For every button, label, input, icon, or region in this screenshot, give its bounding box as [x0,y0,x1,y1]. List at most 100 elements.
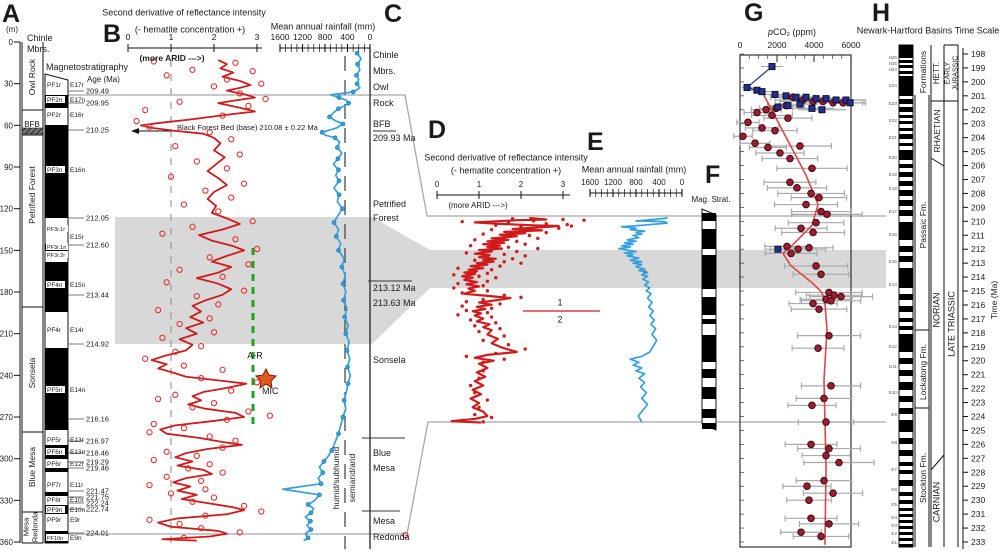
age-label: 212.60 [86,241,109,250]
polarity-black-H [899,246,913,252]
hematite-point-D [468,243,473,248]
pco2-red-point [807,189,815,198]
h-chron-label: E14 [889,282,898,287]
member-mesa-redonda-line2: Redonda [30,511,40,543]
hematite-point-B [176,266,183,273]
chinle-header-line2: Mbrs. [27,44,50,54]
pco2-red-point [783,242,791,251]
h-chron-label: E21 [889,135,898,140]
time-axis-tick-label: 208 [971,188,985,198]
hematite-point-B [240,287,248,294]
hematite-point-B [262,95,269,103]
era-late-triassic: LATE TRIASSIC [946,291,957,357]
h-chron-label: E22 [889,118,898,123]
e-chron-label: E13n [70,449,86,456]
hematite-point-D [494,321,498,325]
hematite-point-D [481,262,485,267]
pco2-red-point [827,382,835,390]
pf-chron-label: PF5n [47,387,63,394]
hematite-point-D [468,383,473,388]
rainfall-point-C [345,364,350,370]
time-axis-tick-label: 210 [971,216,985,226]
hematite-point-D [494,223,498,227]
hematite-point-B [142,355,149,362]
pco2-red-point [786,178,794,187]
time-axis-tick-label: 221 [971,370,985,380]
polarity-black-H [899,462,913,466]
hematite-point-D [481,338,485,343]
era-early-jurassic-line1: EARLY [944,61,952,85]
chron-chip [46,166,65,173]
hematite-point-D [523,242,527,246]
hematite-point-D [519,225,523,229]
pf-chron-label: PF5r [47,437,62,444]
panelC-side-label: Forest [373,213,399,223]
hematite-point-D [489,248,494,252]
pco2-tick-label: 0 [738,40,743,50]
hematite-point-D [460,304,464,308]
pco2-red-point [823,210,831,219]
depth-tick-label: 270 [0,413,14,422]
polarity-black-H [899,268,913,288]
time-axis-tick-label: 205 [971,147,985,157]
e-chron-label: E10n [70,507,86,514]
panelC-tick-label: 1600 [271,32,290,42]
pco2-red-point [796,142,804,150]
polarity-black-H [899,164,913,168]
hematite-point-B [197,525,205,532]
rainfall-point-C [340,281,346,287]
pco2-tick-label: 4000 [805,40,824,50]
pco2-red-point [739,132,747,141]
hematite-point-B [180,362,188,369]
member-bfb: BFB [24,120,40,129]
rainfall-point-C [339,264,345,270]
hematite-point-B [159,334,166,342]
panelD-arid-note: (more ARID --->) [448,201,508,210]
pco2-red-point [817,270,825,279]
rainfall-point-C [336,248,341,253]
legend-item-1: 1 [557,297,563,308]
rainfall-point-C [305,502,311,507]
polarity-black-H [899,408,913,414]
polarity-black-H [899,508,913,511]
panelD-tick-label: 3 [561,180,566,189]
hematite-point-B [185,465,192,472]
panel-letter-g: G [744,0,764,27]
depth-tick-label: 60 [4,121,13,130]
time-axis-tick-label: 211 [971,230,985,240]
hematite-point-D [523,254,527,258]
rainfall-point-C [340,206,345,212]
rainfall-point-C [340,414,346,420]
h-chron-label: H26 [889,55,898,60]
semiarid-arid-label: semiarid/arid [346,453,357,503]
time-axis-tick-label: 232 [971,523,985,533]
pco2-red-point [815,193,823,202]
pco2-red-point [814,344,822,352]
panelE-tick-label: 1600 [581,178,599,187]
e-chron-label: E15n [70,282,86,289]
polarity-black-H [899,438,913,444]
e-chron-label: E9n [70,535,82,542]
polarity-black-H [899,358,913,364]
pco2-red-point [807,514,815,523]
panelC-side-label: Mesa [373,463,395,473]
chron-chip [46,386,65,393]
polarity-black-H [899,65,913,68]
rainfall-point-C [333,234,339,239]
chron-chip [46,251,68,258]
time-axis-tick-label: 223 [971,398,985,408]
hematite-point-D [464,354,469,359]
hematite-point-B [232,59,239,66]
time-axis-tick-label: 214 [971,272,985,282]
hematite-point-B [249,68,256,75]
mic-star-icon [254,367,278,390]
hematite-point-B [206,129,213,136]
hematite-point-D [456,313,460,317]
pco2-blue-square [774,103,782,111]
pco2-blue-square [792,93,800,101]
panelB-tick-label: 0 [126,32,131,42]
chron-chip [46,506,65,513]
depth-tick-label: 30 [4,80,13,89]
hematite-point-D [464,300,469,304]
hematite-point-B [197,477,205,485]
